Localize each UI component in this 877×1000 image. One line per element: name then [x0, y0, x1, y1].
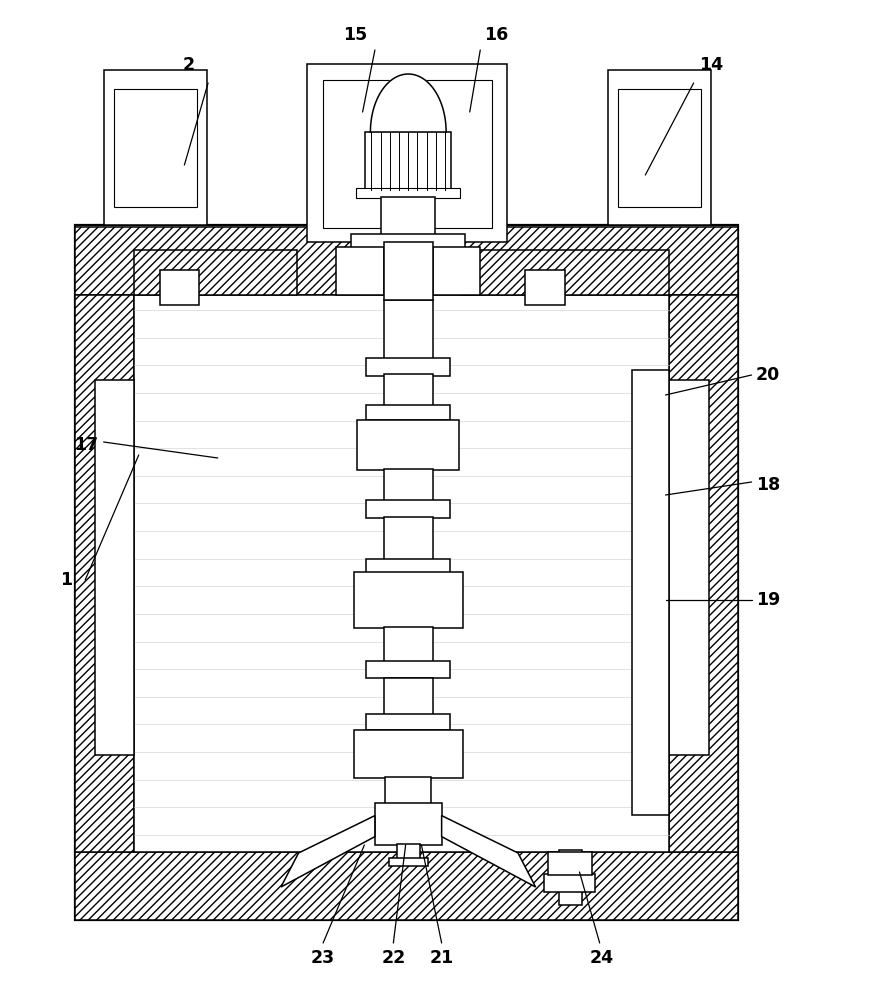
Bar — [524, 270, 564, 305]
Text: 21: 21 — [429, 949, 453, 967]
Bar — [460, 250, 668, 295]
Text: 2: 2 — [182, 56, 195, 74]
Bar — [383, 627, 432, 662]
Bar — [336, 247, 383, 295]
Bar — [432, 247, 480, 295]
Bar — [357, 420, 459, 470]
Text: 23: 23 — [310, 949, 335, 967]
Text: 24: 24 — [588, 949, 613, 967]
Bar — [607, 70, 710, 225]
Text: 18: 18 — [755, 476, 780, 494]
Bar — [366, 661, 450, 678]
Bar — [366, 714, 450, 730]
Bar — [160, 270, 199, 305]
Bar — [383, 517, 432, 560]
Text: 17: 17 — [74, 436, 98, 454]
Bar — [374, 803, 441, 845]
Bar — [114, 89, 196, 207]
Bar — [617, 89, 700, 207]
Bar — [385, 777, 431, 805]
Bar — [103, 70, 207, 225]
Bar — [75, 225, 737, 920]
Bar — [396, 844, 419, 860]
Text: 14: 14 — [698, 56, 723, 74]
Bar — [366, 358, 450, 376]
Bar — [366, 500, 450, 518]
Text: 20: 20 — [755, 366, 780, 384]
Bar — [351, 234, 465, 250]
Bar — [631, 370, 668, 815]
Bar — [95, 380, 134, 755]
Bar — [366, 559, 450, 573]
Bar — [559, 850, 581, 905]
Bar — [383, 678, 432, 715]
Bar — [366, 405, 450, 420]
Bar — [75, 295, 134, 852]
Text: 19: 19 — [755, 591, 780, 609]
Polygon shape — [441, 816, 535, 887]
Bar — [356, 188, 460, 198]
Text: 16: 16 — [483, 26, 508, 44]
Bar — [365, 132, 451, 190]
Bar — [383, 374, 432, 406]
Bar — [75, 852, 737, 920]
Bar — [668, 380, 708, 755]
Bar — [383, 242, 432, 300]
Bar — [383, 300, 432, 360]
Bar — [381, 197, 435, 242]
Bar — [307, 64, 507, 242]
Text: 1: 1 — [60, 571, 72, 589]
Bar — [383, 469, 432, 502]
Bar — [353, 572, 462, 628]
Bar — [134, 250, 296, 295]
Bar — [75, 227, 737, 295]
Bar — [389, 858, 427, 866]
Polygon shape — [281, 816, 374, 887]
Bar — [353, 730, 462, 778]
Bar — [668, 295, 737, 852]
Bar — [547, 852, 591, 875]
Text: 15: 15 — [343, 26, 367, 44]
Bar — [134, 295, 668, 852]
Bar — [544, 874, 595, 892]
Bar — [323, 80, 491, 228]
Polygon shape — [370, 74, 446, 132]
Text: 22: 22 — [381, 949, 405, 967]
